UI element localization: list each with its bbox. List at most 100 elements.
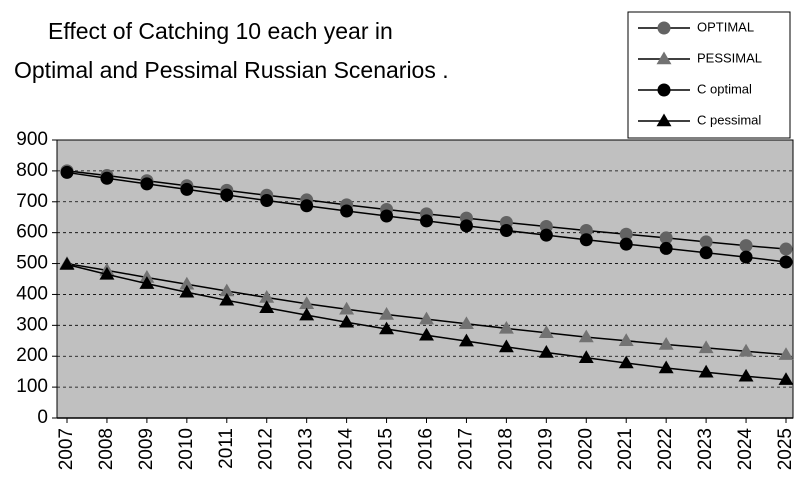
x-tick-label: 2024 [735, 428, 756, 471]
marker [618, 333, 634, 347]
marker [739, 239, 753, 253]
x-tick-label: 2017 [455, 428, 476, 470]
marker [299, 307, 315, 321]
x-tick-label: 2022 [655, 428, 676, 470]
marker [299, 296, 315, 309]
marker [779, 242, 793, 256]
legend-label: PESSIMAL [697, 50, 762, 65]
marker [659, 241, 673, 255]
x-tick-label: 2012 [256, 428, 277, 470]
marker [538, 325, 554, 338]
marker [579, 224, 593, 238]
marker [340, 204, 354, 218]
marker [698, 340, 714, 354]
marker [738, 368, 754, 382]
x-tick-label: 2008 [96, 428, 117, 470]
marker [99, 266, 115, 280]
marker [619, 237, 633, 251]
marker [139, 276, 155, 289]
marker [699, 235, 713, 249]
x-tick-label: 2007 [56, 428, 77, 470]
y-tick-label: 800 [16, 160, 48, 181]
chart-title: Optimal and Pessimal Russian Scenarios . [14, 57, 449, 83]
marker [180, 182, 194, 196]
marker [498, 339, 514, 353]
x-tick-label: 2025 [775, 428, 796, 470]
marker [100, 171, 114, 185]
legend-box [627, 11, 791, 139]
marker [60, 165, 74, 179]
marker [498, 320, 514, 334]
marker [379, 321, 395, 335]
marker [659, 231, 673, 245]
marker [259, 300, 275, 313]
marker [538, 345, 554, 358]
marker [778, 347, 794, 360]
y-tick-label: 900 [16, 129, 48, 150]
marker [420, 214, 433, 228]
x-tick-label: 2010 [176, 428, 197, 470]
plot-area [56, 139, 794, 419]
marker [619, 227, 633, 241]
marker [658, 337, 674, 350]
marker [260, 194, 274, 208]
marker [578, 350, 594, 363]
marker [778, 372, 794, 385]
marker [658, 360, 674, 374]
marker [220, 188, 234, 202]
x-tick-label: 2016 [416, 428, 437, 470]
marker [779, 255, 793, 269]
x-tick-label: 2023 [695, 428, 716, 470]
marker [259, 290, 275, 303]
y-tick-label: 300 [16, 314, 48, 335]
marker [499, 224, 513, 238]
marker [140, 177, 154, 191]
marker [458, 316, 474, 330]
marker [699, 246, 713, 260]
legend-label: C optimal [697, 81, 752, 96]
marker [219, 292, 235, 306]
marker [579, 233, 593, 247]
y-tick-label: 400 [16, 283, 48, 304]
marker [657, 21, 671, 35]
marker [618, 355, 634, 369]
marker [698, 364, 714, 378]
marker [379, 307, 395, 320]
legend-label: OPTIMAL [697, 19, 754, 34]
marker [339, 301, 355, 315]
marker [219, 283, 235, 297]
x-tick-label: 2019 [535, 428, 556, 470]
x-tick-label: 2013 [296, 428, 317, 470]
y-tick-label: 0 [37, 407, 48, 428]
x-tick-label: 2018 [495, 428, 516, 470]
marker [656, 51, 672, 65]
marker [339, 314, 355, 328]
marker [739, 250, 753, 264]
y-tick-label: 200 [16, 345, 48, 366]
y-tick-label: 500 [16, 253, 48, 274]
x-tick-label: 2011 [216, 428, 237, 469]
x-tick-label: 2020 [575, 428, 596, 470]
marker [419, 311, 434, 325]
marker [657, 83, 671, 97]
marker [380, 209, 394, 223]
x-tick-label: 2009 [136, 428, 157, 470]
marker [738, 343, 754, 357]
legend: OPTIMAL PESSIMAL C optimal C pessimal [627, 11, 791, 139]
marker [179, 284, 195, 298]
marker [539, 228, 553, 242]
marker [578, 329, 594, 343]
x-tick-label: 2015 [376, 428, 397, 470]
x-tick-label: 2021 [615, 428, 636, 470]
marker [458, 333, 474, 347]
marker [656, 113, 672, 127]
chart-title: Effect of Catching 10 each year in [48, 18, 393, 44]
x-tick-label: 2014 [336, 428, 357, 471]
marker [419, 327, 434, 341]
y-tick-label: 700 [16, 191, 48, 212]
marker [179, 276, 195, 290]
legend-label: C pessimal [697, 112, 761, 127]
marker [459, 219, 473, 233]
